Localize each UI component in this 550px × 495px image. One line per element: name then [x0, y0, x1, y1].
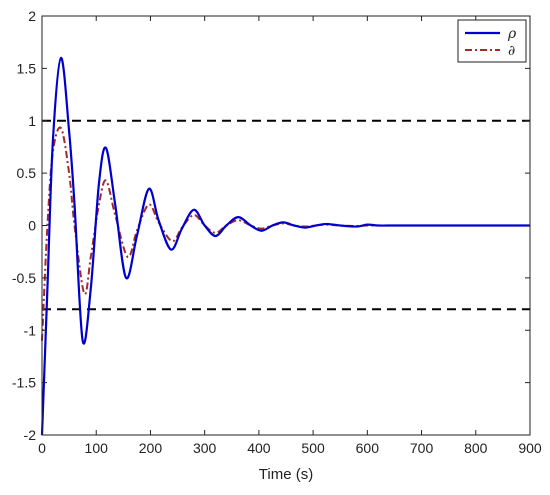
- x-tick-label: 400: [247, 440, 271, 456]
- y-tick-label: 1: [28, 113, 36, 129]
- series-line-0: [40, 56, 530, 436]
- y-tick-label: 0: [28, 218, 36, 234]
- x-tick-label: 300: [193, 440, 217, 456]
- y-tick-label: -0.5: [12, 270, 36, 286]
- legend-label-1: ∂: [508, 43, 515, 59]
- x-tick-label: 500: [301, 440, 325, 456]
- x-tick-label: 900: [518, 440, 542, 456]
- y-tick-label: 2: [28, 8, 36, 24]
- legend-label-0: ρ: [507, 26, 517, 42]
- x-tick-label: 200: [139, 440, 163, 456]
- legend: ρ∂: [457, 19, 527, 63]
- plot-frame: [41, 15, 531, 436]
- y-tick-label: 1.5: [17, 60, 37, 76]
- x-tick-label: 700: [410, 440, 434, 456]
- x-tick-label: 600: [356, 440, 380, 456]
- series-lines: [40, 56, 530, 436]
- x-tick-label: 0: [38, 440, 46, 456]
- reference-lines: [42, 119, 530, 311]
- y-tick-label: 0.5: [17, 165, 37, 181]
- tick-labels: 0 100 200 300 400 500 600 700 800 900 2 1.5 1 0.5 0 -0.…: [12, 8, 542, 456]
- x-tick-label: 100: [85, 440, 109, 456]
- y-tick-label: -1.5: [12, 375, 36, 391]
- x-axis-label: Time (s): [259, 466, 313, 483]
- y-tick-label: -2: [24, 427, 37, 443]
- legend-box: [457, 19, 527, 63]
- x-tick-label: 800: [464, 440, 488, 456]
- y-tick-label: -1: [24, 322, 37, 338]
